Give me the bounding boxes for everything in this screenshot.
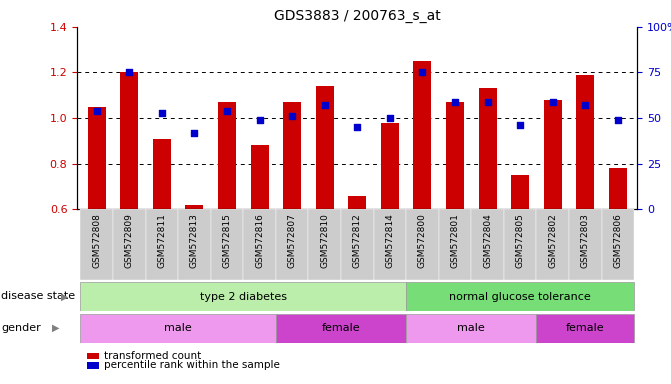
Text: disease state: disease state [1, 291, 75, 301]
Text: GSM572808: GSM572808 [92, 213, 101, 268]
Text: GSM572809: GSM572809 [125, 213, 134, 268]
Bar [251, 146, 268, 209]
Bar [211, 209, 244, 280]
Point [156, 109, 167, 116]
Text: GSM572814: GSM572814 [385, 213, 395, 268]
Bar [406, 282, 634, 311]
Text: GSM572802: GSM572802 [548, 213, 557, 268]
Text: GSM572815: GSM572815 [223, 213, 231, 268]
Point [91, 108, 102, 114]
Text: female: female [566, 323, 605, 333]
Text: ▶: ▶ [52, 323, 60, 333]
Bar [406, 209, 439, 280]
Bar [88, 107, 105, 209]
Bar [276, 209, 309, 280]
Point [221, 108, 232, 114]
Bar [537, 209, 569, 280]
Text: GSM572804: GSM572804 [483, 213, 492, 268]
Bar [81, 209, 113, 280]
Point [450, 99, 460, 105]
Bar [120, 73, 138, 209]
Point [254, 117, 265, 123]
Text: GSM572811: GSM572811 [158, 213, 166, 268]
Bar [81, 314, 276, 343]
Text: GSM572810: GSM572810 [320, 213, 329, 268]
Text: GSM572813: GSM572813 [190, 213, 199, 268]
Bar [276, 314, 406, 343]
Text: GSM572807: GSM572807 [288, 213, 297, 268]
Bar [244, 209, 276, 280]
Point [580, 102, 590, 108]
Bar [537, 314, 634, 343]
Bar [316, 86, 333, 209]
Text: gender: gender [1, 323, 41, 333]
Point [287, 113, 297, 119]
Point [482, 99, 493, 105]
Bar [602, 209, 634, 280]
Text: ▶: ▶ [61, 291, 69, 301]
Point [384, 115, 395, 121]
Point [189, 130, 200, 136]
Point [417, 70, 428, 76]
Bar [413, 61, 431, 209]
Bar [478, 88, 497, 209]
Text: transformed count: transformed count [104, 351, 201, 361]
Bar [544, 100, 562, 209]
Text: normal glucose tolerance: normal glucose tolerance [450, 291, 591, 302]
Bar [446, 102, 464, 209]
Point [548, 99, 558, 105]
Bar [153, 139, 171, 209]
Bar [381, 122, 399, 209]
Bar [569, 209, 602, 280]
Text: GSM572806: GSM572806 [613, 213, 623, 268]
Bar [185, 205, 203, 209]
Title: GDS3883 / 200763_s_at: GDS3883 / 200763_s_at [274, 9, 441, 23]
Bar [146, 209, 178, 280]
Point [515, 122, 525, 129]
Text: GSM572803: GSM572803 [581, 213, 590, 268]
Bar [309, 209, 341, 280]
Bar [81, 282, 406, 311]
Bar [283, 102, 301, 209]
Text: male: male [164, 323, 192, 333]
Text: type 2 diabetes: type 2 diabetes [200, 291, 287, 302]
Text: GSM572805: GSM572805 [516, 213, 525, 268]
Bar [406, 314, 537, 343]
Text: male: male [458, 323, 485, 333]
Point [319, 102, 330, 108]
Text: GSM572812: GSM572812 [353, 213, 362, 268]
Bar [348, 195, 366, 209]
Text: percentile rank within the sample: percentile rank within the sample [104, 360, 280, 370]
Bar [218, 102, 236, 209]
Text: GSM572801: GSM572801 [450, 213, 460, 268]
Point [613, 117, 623, 123]
Point [124, 70, 135, 76]
Bar [609, 168, 627, 209]
Point [352, 124, 362, 130]
Text: GSM572816: GSM572816 [255, 213, 264, 268]
Bar [439, 209, 471, 280]
Bar [511, 175, 529, 209]
Text: GSM572800: GSM572800 [418, 213, 427, 268]
Text: female: female [321, 323, 360, 333]
Bar [113, 209, 146, 280]
Bar [374, 209, 406, 280]
Bar [471, 209, 504, 280]
Bar [576, 75, 595, 209]
Bar [504, 209, 537, 280]
Bar [178, 209, 211, 280]
Bar [341, 209, 374, 280]
